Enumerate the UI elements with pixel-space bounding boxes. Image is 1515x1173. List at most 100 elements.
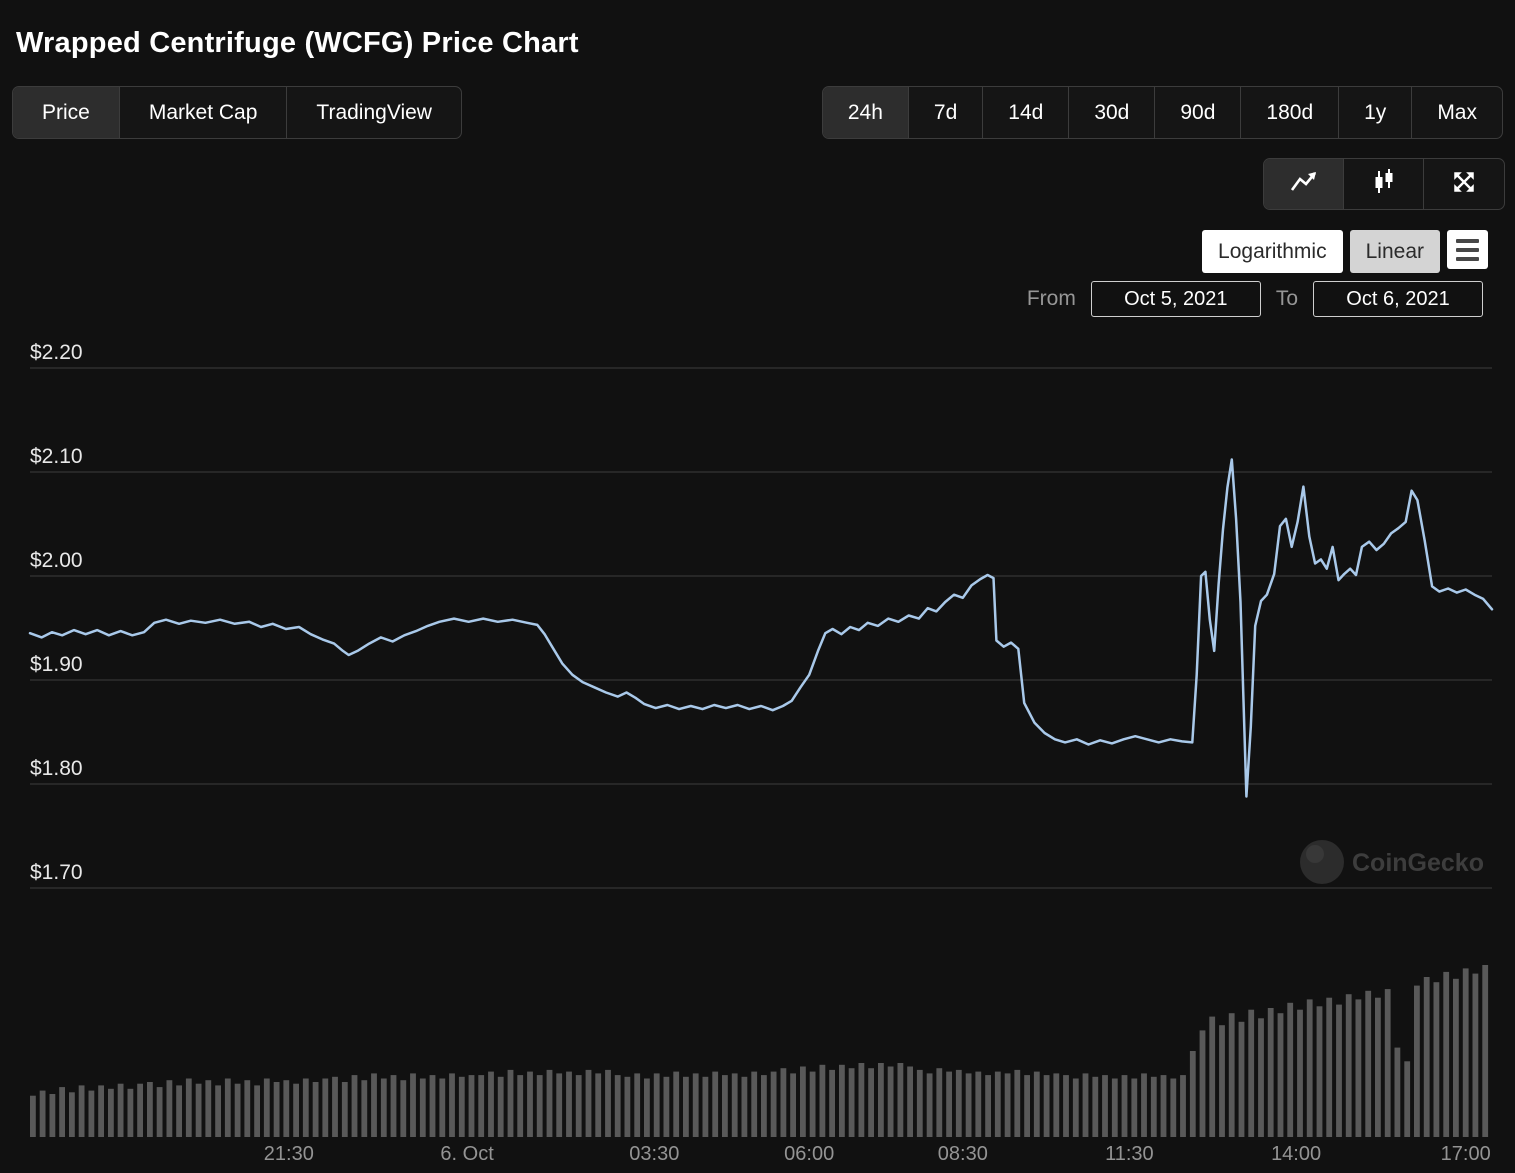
volume-bar [380, 1078, 387, 1137]
y-axis-label: $1.80 [30, 757, 83, 780]
volume-bar [1404, 1061, 1411, 1137]
tab-price[interactable]: Price [13, 87, 120, 138]
volume-bar [624, 1076, 631, 1137]
range-7d[interactable]: 7d [909, 87, 984, 138]
volume-bar [497, 1076, 504, 1137]
volume-bar [88, 1090, 95, 1137]
volume-bar [546, 1069, 553, 1137]
volume-bar [955, 1069, 962, 1137]
linear-button[interactable]: Linear [1349, 230, 1440, 274]
volume-bar [341, 1082, 348, 1137]
volume-bar [1394, 1047, 1401, 1137]
volume-bar [1482, 965, 1489, 1137]
logarithmic-button[interactable]: Logarithmic [1202, 230, 1343, 274]
volume-bar [839, 1064, 845, 1137]
tab-market-cap[interactable]: Market Cap [120, 87, 288, 138]
candlestick-icon [1371, 168, 1397, 200]
tab-tradingview[interactable]: TradingView [287, 87, 461, 138]
from-date-input[interactable] [1090, 281, 1261, 317]
volume-bar [1014, 1069, 1021, 1137]
y-axis-label: $1.70 [30, 861, 83, 884]
volume-bar [1189, 1051, 1196, 1137]
volume-bar [234, 1083, 241, 1137]
volume-bar [1238, 1021, 1245, 1137]
to-label: To [1275, 287, 1298, 310]
volume-bar [59, 1087, 65, 1137]
volume-bar [1150, 1076, 1157, 1137]
price-chart[interactable]: $2.20 $2.10 $2.00 $1.90 $1.80 $1.70 CoinGecko 2… [0, 343, 1515, 1173]
volume-bar [595, 1073, 602, 1137]
range-max[interactable]: Max [1412, 87, 1502, 138]
volume-bar [566, 1071, 572, 1137]
volume-bar [916, 1069, 923, 1137]
volume-bar [790, 1073, 796, 1137]
to-date-input[interactable] [1313, 281, 1483, 317]
x-axis-label: 06:00 [784, 1143, 834, 1165]
volume-bar [1092, 1076, 1099, 1137]
page-title: Wrapped Centrifuge (WCFG) Price Chart [16, 27, 579, 60]
volume-bar [712, 1071, 719, 1137]
coingecko-logo-highlight-icon [1306, 845, 1324, 863]
volume-bar [1209, 1016, 1216, 1137]
volume-bar [829, 1069, 835, 1137]
hamburger-icon [1456, 247, 1479, 252]
fullscreen-button[interactable] [1424, 159, 1504, 209]
volume-bar [78, 1085, 85, 1137]
fullscreen-icon [1451, 169, 1477, 199]
volume-bar [1365, 990, 1372, 1137]
volume-bar [332, 1076, 338, 1137]
volume-bar [809, 1071, 816, 1137]
volume-bar [634, 1073, 641, 1137]
volume-bar [449, 1073, 455, 1137]
volume-bar [185, 1078, 192, 1137]
volume-bar [1131, 1078, 1138, 1137]
volume-bar [585, 1069, 592, 1137]
volume-bar [244, 1080, 251, 1137]
volume-bar [1170, 1078, 1177, 1137]
volume-bar [283, 1080, 290, 1137]
volume-bar [254, 1085, 260, 1137]
volume-bar [468, 1075, 475, 1137]
range-14d[interactable]: 14d [983, 87, 1070, 138]
volume-bar [361, 1080, 368, 1137]
volume-bar [302, 1078, 309, 1137]
candlestick-button[interactable] [1344, 159, 1424, 209]
volume-bar [556, 1073, 563, 1137]
chart-menu-button[interactable] [1447, 230, 1488, 269]
volume-bar [1063, 1075, 1069, 1137]
scale-toggle-row: Logarithmic Linear [1202, 230, 1488, 274]
volume-bar [1228, 1013, 1235, 1137]
x-axis-label: 03:30 [629, 1143, 679, 1165]
volume-bar [205, 1080, 212, 1137]
volume-bar [117, 1083, 124, 1137]
volume-bar [936, 1068, 943, 1137]
range-24h[interactable]: 24h [822, 87, 909, 138]
volume-bar [1258, 1018, 1264, 1137]
volume-bar [780, 1068, 787, 1137]
volume-bar [147, 1082, 153, 1137]
date-filter-row: From To [1027, 281, 1483, 317]
range-30d[interactable]: 30d [1069, 87, 1156, 138]
volume-bar [1033, 1071, 1040, 1137]
volume-bar [108, 1088, 114, 1137]
volume-bar [1462, 968, 1469, 1137]
volume-bar [312, 1082, 319, 1137]
volume-bar [614, 1075, 621, 1137]
volume-bar [1472, 973, 1479, 1137]
volume-bar [1004, 1073, 1011, 1137]
volume-bar [224, 1078, 231, 1137]
volume-bar [195, 1083, 202, 1137]
range-90d[interactable]: 90d [1155, 87, 1242, 138]
range-180d[interactable]: 180d [1241, 87, 1340, 138]
volume-bar [49, 1094, 56, 1137]
view-tab-group: Price Market Cap TradingView [12, 86, 462, 139]
volume-bar [858, 1063, 865, 1137]
y-axis-label: $2.20 [30, 343, 83, 364]
volume-bar [1043, 1075, 1050, 1137]
volume-bar [819, 1064, 826, 1137]
line-chart-button[interactable] [1264, 159, 1344, 209]
range-1y[interactable]: 1y [1339, 87, 1413, 138]
y-axis-label: $2.10 [30, 445, 83, 468]
volume-bar [39, 1090, 46, 1137]
volume-bar [351, 1075, 358, 1137]
